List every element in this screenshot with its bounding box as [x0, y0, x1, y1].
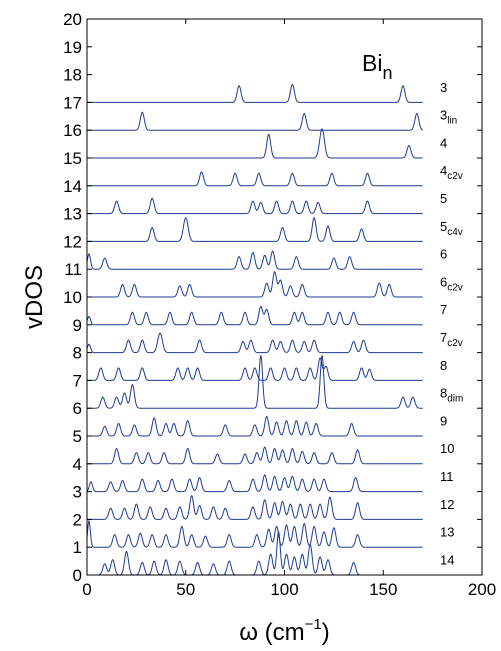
series-line-15 — [87, 494, 423, 520]
series-line-14 — [87, 474, 423, 493]
series-line-10 — [87, 357, 423, 381]
y-tick-label: 1 — [73, 538, 82, 557]
series-label: 3lin — [440, 108, 457, 127]
series-label: 5c4v — [440, 219, 463, 238]
y-tick-label: 11 — [64, 260, 82, 279]
y-tick-label: 5 — [73, 427, 82, 446]
series-label: 4 — [440, 135, 447, 150]
series-line-0 — [87, 83, 423, 103]
series-line-8 — [87, 305, 423, 326]
series-line-16 — [87, 519, 423, 548]
y-tick-label: 6 — [73, 399, 82, 418]
series-label: 3 — [440, 80, 447, 95]
series-label: 12 — [440, 497, 454, 512]
legend-title: Bin — [362, 50, 392, 83]
series-line-9 — [87, 332, 423, 354]
x-tick-label: 200 — [468, 580, 496, 599]
x-tick-label: 150 — [369, 580, 397, 599]
series-label: 9 — [440, 413, 447, 428]
series-label: 4c2v — [440, 163, 463, 182]
y-tick-label: 2 — [73, 510, 82, 529]
y-tick-label: 19 — [63, 38, 82, 57]
series-line-3 — [87, 171, 423, 187]
series-label: 5 — [440, 191, 447, 206]
y-tick-label: 20 — [63, 10, 82, 29]
series-line-11 — [87, 355, 423, 409]
y-tick-label: 0 — [73, 566, 82, 585]
series-label: 8dim — [440, 386, 463, 405]
y-tick-label: 10 — [63, 288, 82, 307]
series-label: 10 — [440, 441, 454, 456]
series-label: 13 — [440, 525, 454, 540]
x-tick-label: 0 — [82, 580, 91, 599]
x-tick-label: 50 — [176, 580, 195, 599]
series-label: 14 — [440, 552, 454, 567]
y-tick-label: 16 — [63, 121, 82, 140]
series-label: 8 — [440, 358, 447, 373]
axes-frame — [86, 18, 483, 576]
y-tick-label: 8 — [73, 344, 82, 363]
series-line-17 — [87, 530, 423, 575]
series-line-6 — [87, 250, 423, 270]
y-tick-label: 13 — [63, 205, 82, 224]
y-tick-label: 15 — [63, 149, 82, 168]
y-tick-label: 9 — [73, 316, 82, 335]
y-axis-label: vDOS — [21, 265, 48, 329]
y-tick-label: 7 — [73, 371, 82, 390]
series-line-13 — [87, 446, 423, 465]
x-axis-label: ω (cm−1) — [239, 616, 330, 646]
series-line-7 — [87, 270, 423, 298]
series-labels: 3 3lin 4 4c2v 5 5c4v 6 6c2v 7 7c2v 8 8dim 9 10 11 12 13 1… — [440, 80, 463, 568]
y-tick-label: 3 — [73, 483, 82, 502]
series-line-12 — [87, 415, 423, 437]
series-line-5 — [87, 216, 423, 242]
y-tick-label: 17 — [63, 93, 82, 112]
series-label: 6c2v — [440, 274, 463, 293]
series-line-4 — [87, 197, 423, 215]
y-tick-label: 12 — [63, 232, 82, 251]
series-line-2 — [87, 128, 423, 159]
y-tick-label: 14 — [63, 177, 82, 196]
series-label: 7 — [440, 302, 447, 317]
series-label: 7c2v — [440, 330, 463, 349]
series-line-1 — [87, 111, 423, 131]
series-label: 6 — [440, 247, 447, 262]
y-tick-label: 4 — [73, 455, 82, 474]
x-tick-label: 100 — [270, 580, 298, 599]
series-label: 11 — [440, 469, 454, 484]
y-tick-label: 18 — [63, 66, 82, 85]
plot-area — [87, 83, 423, 575]
